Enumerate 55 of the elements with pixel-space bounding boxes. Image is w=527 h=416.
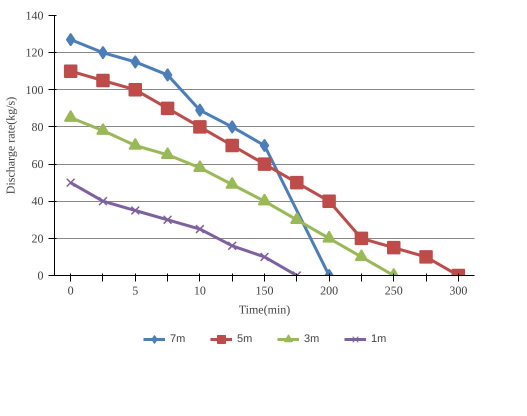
x-axis-title: Time(min)	[238, 302, 290, 316]
point	[130, 206, 140, 216]
legend-label: 1m	[371, 333, 388, 345]
point	[193, 120, 207, 134]
y-tick-label: 80	[32, 120, 44, 134]
point	[162, 68, 172, 82]
x-tick-label: 250	[384, 284, 403, 298]
point	[160, 147, 174, 159]
point	[260, 138, 270, 152]
point	[322, 230, 336, 243]
point	[228, 241, 237, 250]
point	[195, 224, 205, 234]
point	[225, 138, 239, 152]
y-tick-label: 60	[32, 157, 44, 172]
y-tick-label: 40	[32, 194, 44, 208]
point	[227, 120, 237, 134]
legend-label: 7m	[170, 333, 186, 345]
point	[258, 157, 272, 171]
x-tick-label: 200	[320, 284, 338, 298]
point	[195, 103, 205, 117]
y-tick-label: 0	[38, 268, 44, 282]
y-tick-label: 20	[32, 231, 44, 246]
x-tick-label: 0	[68, 284, 74, 298]
x-tick-label: 10	[194, 284, 206, 298]
point	[322, 194, 336, 208]
point	[162, 215, 172, 224]
point	[419, 250, 433, 264]
point	[96, 74, 110, 88]
legend-label: 3m	[304, 333, 320, 345]
point	[128, 138, 142, 150]
point	[66, 178, 76, 188]
point	[66, 32, 76, 46]
x-tick-label: 150	[256, 284, 274, 298]
point	[160, 102, 174, 116]
y-tick-label: 140	[26, 8, 44, 22]
point	[386, 240, 400, 254]
point	[258, 194, 272, 206]
legend-label: 5m	[237, 333, 254, 345]
point	[354, 249, 368, 262]
point	[98, 196, 108, 206]
y-tick-label: 120	[26, 46, 44, 60]
point	[64, 64, 78, 78]
point	[290, 176, 304, 190]
point	[354, 232, 368, 246]
y-tick-label: 100	[26, 82, 44, 97]
point	[98, 46, 108, 60]
point	[193, 160, 207, 172]
point	[128, 83, 142, 97]
y-axis-title: Discharge rate(kg/s)	[4, 96, 18, 194]
point	[290, 212, 304, 224]
x-tick-label: 5	[132, 284, 138, 298]
point	[225, 176, 239, 189]
x-tick-label: 300	[449, 284, 468, 298]
point	[130, 55, 140, 69]
point	[260, 252, 270, 262]
